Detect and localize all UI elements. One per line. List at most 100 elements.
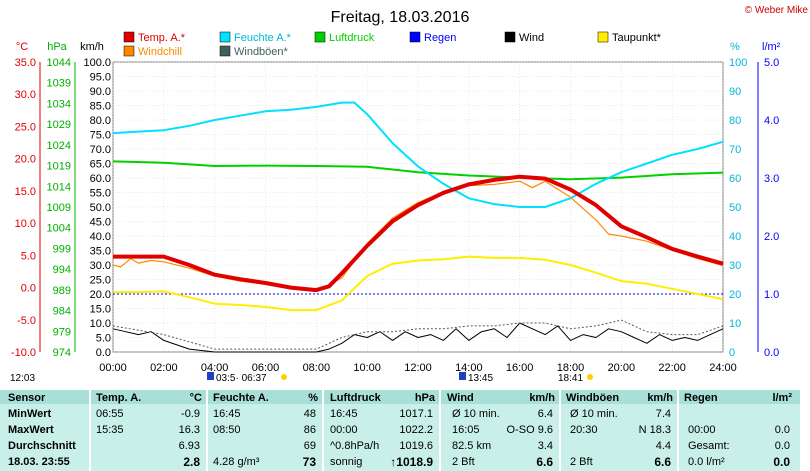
legend-swatch (123, 45, 135, 57)
humidity-value: 69 (303, 440, 316, 452)
axis-unit-label: % (730, 41, 740, 53)
x-tick-label: 18:00 (557, 362, 585, 374)
humidity-time: 08:50 (213, 424, 241, 436)
axis-tick-label: 1029 (47, 119, 71, 131)
legend-label: Windböen* (234, 46, 289, 58)
axis-tick-label: 1009 (47, 202, 71, 214)
axis-tick-label: 75.0 (90, 130, 111, 142)
axis-tick-label: 5.0 (764, 57, 779, 69)
axis-tick-label: 45.0 (90, 217, 111, 229)
humidity-value: 73 (302, 455, 316, 469)
temp-value: 2.8 (183, 455, 200, 469)
axis-tick-label: 1014 (47, 181, 71, 193)
legend-swatch (219, 45, 231, 57)
left-axes: °C hPa km/h 35.0 30.0 25.0 20.0 15.0 10.0 5.0 0.0 -… (11, 41, 111, 359)
header-humidity-unit: % (308, 392, 318, 404)
legend-swatch (504, 31, 516, 43)
axis-tick-label: 30.0 (15, 89, 36, 101)
axis-tick-label: 3.0 (764, 173, 779, 185)
axis-tick-label: 1.0 (764, 289, 779, 301)
legend-swatch (123, 31, 135, 43)
rain-label: 0.0 l/m² (688, 456, 725, 468)
marker-sunrise: 03:5· 06:37 (216, 373, 267, 384)
axis-tick-label: 0.0 (764, 347, 779, 359)
humidity-value: 86 (303, 424, 316, 436)
axis-tick-label: 1024 (47, 140, 71, 152)
gusts-value: 7.4 (655, 408, 671, 420)
legend-label: Wind (519, 32, 544, 44)
axis-tick-label: 1019 (47, 161, 71, 173)
rain-value: 0.0 (774, 440, 790, 452)
legend-swatch (219, 31, 231, 43)
rain-label: 00:00 (688, 424, 716, 436)
chart-credit: © Weber Mike (745, 5, 809, 16)
axis-tick-label: 30.0 (90, 260, 111, 272)
axis-tick-label: 85.0 (90, 101, 111, 113)
axis-tick-label: 999 (53, 243, 71, 255)
humidity-value: 48 (303, 408, 316, 420)
rain-label: Gesamt: (688, 440, 730, 452)
axis-tick-label: 80 (729, 115, 741, 127)
gusts-label: Ø 10 min. (570, 408, 618, 420)
axis-tick-label: 100 (729, 57, 747, 69)
legend-label: Temp. A.* (138, 32, 186, 44)
header-temp: Temp. A. (96, 392, 142, 404)
x-tick-label: 10:00 (353, 362, 381, 374)
axis-tick-label: 100.0 (83, 57, 111, 69)
wind-value: 3.4 (537, 440, 553, 452)
wind-label: 2 Bft (452, 456, 475, 468)
axis-tick-label: 1044 (47, 57, 71, 69)
weather-chart: Freitag, 18.03.2016 © Weber Mike Temp. A… (10, 5, 809, 384)
temperature-series-line (113, 174, 724, 293)
header-gusts-unit: km/h (647, 392, 673, 404)
axis-tick-label: 1039 (47, 78, 71, 90)
header-gusts: Windböen (566, 392, 620, 404)
pressure-time: sonnig (330, 456, 363, 468)
temp-value: -0.9 (181, 408, 200, 420)
humidity-time: 4.28 g/m³ (213, 456, 260, 468)
axis-tick-label: 20.0 (90, 289, 111, 301)
axis-tick-label: 0 (729, 347, 735, 359)
row-label: MinWert (8, 408, 52, 420)
axis-tick-label: 25.0 (90, 275, 111, 287)
axis-tick-label: 10 (729, 318, 741, 330)
axis-tick-label: 1034 (47, 98, 71, 110)
temp-value: 6.93 (178, 440, 200, 452)
legend-swatch (597, 31, 609, 43)
legend: Temp. A.* Feuchte A.* Luftdruck Regen Wind Ta… (123, 31, 662, 58)
pressure-series-line (112, 160, 724, 181)
axis-tick-label: 60.0 (90, 173, 111, 185)
x-tick-label: 16:00 (506, 362, 534, 374)
axis-tick-label: 989 (53, 285, 71, 297)
axis-tick-label: 50.0 (90, 202, 111, 214)
gusts-value: N 18.3 (638, 424, 671, 436)
axis-tick-label: 974 (53, 347, 71, 359)
legend-swatch (409, 31, 421, 43)
axis-tick-label: 80.0 (90, 115, 111, 127)
legend-label: Feuchte A.* (234, 32, 292, 44)
legend-label: Taupunkt* (612, 32, 662, 44)
header-temp-unit: °C (189, 392, 202, 404)
moon-icon (459, 372, 466, 380)
x-tick-label: 24:00 (709, 362, 737, 374)
wind-value: O-SO 9.6 (506, 424, 553, 436)
header-pressure-unit: hPa (414, 392, 435, 404)
marker-left: 12:03 (10, 373, 35, 384)
gusts-label: 20:30 (570, 424, 598, 436)
dewpoint-series-line (113, 255, 724, 312)
axis-tick-label: 0.0 (96, 347, 111, 359)
x-tick-label: 02:00 (150, 362, 178, 374)
axis-tick-label: -10.0 (11, 347, 36, 359)
axis-unit-label: l/m² (762, 41, 781, 53)
right-axes: % l/m²10090807060504030201005.04.03.02.01… (729, 41, 781, 359)
axis-tick-label: 0.0 (21, 283, 36, 295)
x-tick-label: 08:00 (303, 362, 331, 374)
axis-tick-label: 10.0 (15, 218, 36, 230)
row-label: Durchschnitt (8, 440, 76, 452)
axis-tick-label: 20.0 (15, 154, 36, 166)
sunrise-icon (207, 372, 214, 380)
header-rain-unit: l/m² (772, 392, 792, 404)
header-pressure: Luftdruck (330, 392, 381, 404)
humidity-series-line (112, 101, 724, 208)
row-label: 18.03. 23:55 (8, 456, 70, 468)
